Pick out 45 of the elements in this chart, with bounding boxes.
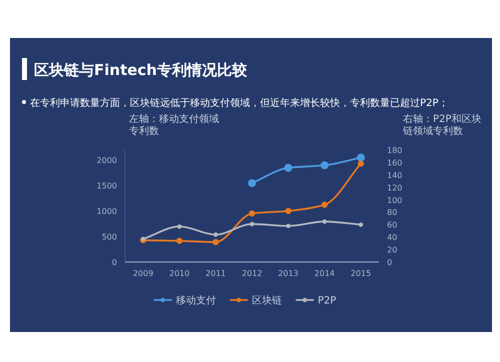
y2-tick-label: 120	[387, 183, 402, 192]
y-tick-label: 1000	[96, 207, 117, 216]
point	[214, 232, 218, 237]
point	[358, 222, 364, 227]
y2-tick-label: 160	[387, 158, 402, 168]
point	[286, 224, 290, 228]
y2-tick-label: 40	[387, 233, 398, 242]
y2-tick-label: 0	[387, 258, 392, 267]
text: 右轴：P2P和区块链领域专利数	[402, 113, 482, 137]
y-tick-label: 2000	[96, 156, 117, 166]
y-tick-label: 500	[102, 232, 117, 242]
y-tick-label: 1500	[96, 182, 117, 191]
y2-tick-label: 80	[387, 208, 398, 218]
point	[248, 210, 256, 217]
y2-tick-label: 20	[387, 246, 398, 255]
chart-title: 区块链与Fintech专利情况比较	[34, 61, 248, 79]
x-tick-label: 2011	[206, 269, 226, 278]
x-tick-label: 2012	[242, 269, 262, 278]
point	[212, 238, 219, 246]
y2-tick-label: 180	[387, 146, 402, 155]
point	[250, 222, 254, 226]
x-tick-label: 2014	[314, 269, 335, 278]
point	[358, 160, 364, 167]
legend-label: 区块链	[252, 294, 282, 306]
y2-tick-label: 60	[387, 220, 398, 230]
y2-tick-label: 100	[387, 196, 402, 205]
legend-label: P2P	[318, 296, 336, 306]
text: 左轴：移动支付领域专利数	[129, 113, 219, 137]
legend-label: 移动支付	[176, 294, 216, 306]
point	[177, 224, 182, 229]
point	[321, 202, 328, 208]
x-tick-label: 2010	[169, 269, 190, 278]
x-tick-label: 2009	[132, 269, 154, 278]
point	[322, 219, 327, 224]
x-tick-label: 2013	[278, 269, 298, 278]
point	[284, 164, 292, 172]
y-tick-label: 0	[112, 258, 117, 267]
point	[356, 154, 365, 162]
point	[176, 238, 183, 244]
point	[320, 161, 329, 170]
point	[285, 208, 292, 214]
x-tick-label: 2015	[350, 269, 372, 278]
y2-tick-label: 140	[387, 170, 402, 180]
chart-subtitle: 在专利申请数量方面，区块链远低于移动支付领域，但近年来增长较快，专利数量已超过P2P；	[30, 97, 448, 109]
point	[248, 179, 256, 188]
